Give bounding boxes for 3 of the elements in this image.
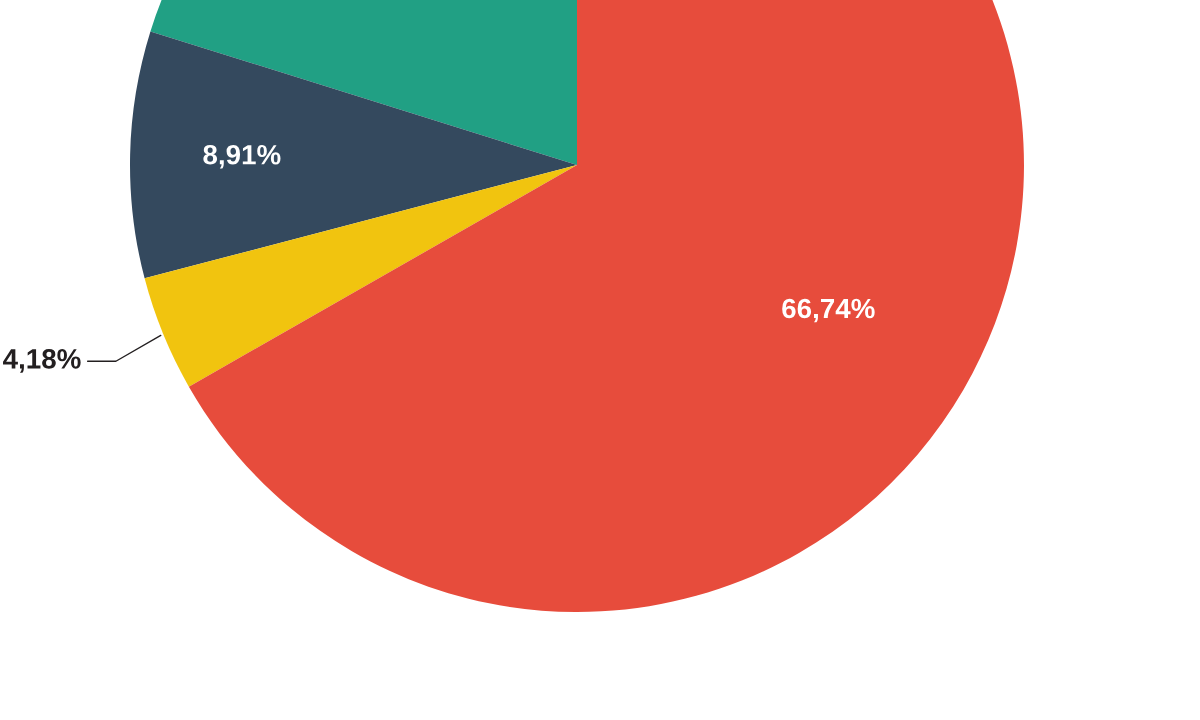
data-label: 4,18%	[3, 349, 81, 373]
data-label: 66,74%	[782, 298, 875, 323]
data-label: 8,91%	[203, 144, 281, 169]
